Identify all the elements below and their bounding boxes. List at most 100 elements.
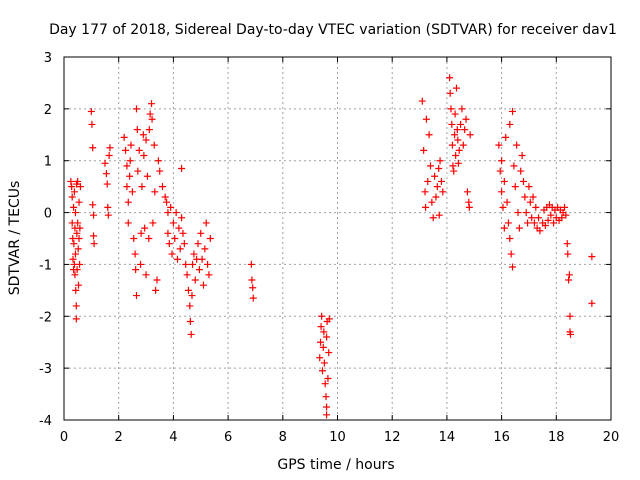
- data-point: [168, 250, 176, 258]
- x-tick-label: 0: [60, 430, 68, 445]
- data-point: [71, 209, 79, 217]
- data-point: [462, 115, 470, 123]
- data-point: [458, 105, 466, 113]
- data-point: [522, 209, 530, 217]
- data-point: [178, 164, 186, 172]
- data-point: [433, 183, 441, 191]
- data-point: [104, 211, 112, 219]
- data-point: [511, 183, 519, 191]
- chart-title: Day 177 of 2018, Sidereal Day-to-day VTE…: [49, 22, 617, 38]
- data-point: [519, 177, 527, 185]
- data-point: [503, 198, 511, 206]
- data-point: [422, 203, 430, 211]
- data-point: [120, 133, 128, 141]
- data-point: [191, 276, 199, 284]
- data-point: [72, 302, 80, 310]
- data-point: [566, 312, 574, 320]
- data-point: [124, 219, 132, 227]
- data-point: [325, 315, 333, 323]
- data-point: [124, 198, 132, 206]
- data-point: [76, 183, 84, 191]
- data-point: [73, 229, 81, 237]
- x-tick-label: 20: [603, 430, 620, 445]
- data-point: [452, 152, 460, 160]
- data-point: [70, 240, 78, 248]
- data-point: [169, 219, 177, 227]
- data-point: [72, 286, 80, 294]
- data-point: [437, 177, 445, 185]
- data-point: [499, 203, 507, 211]
- data-point: [102, 170, 110, 178]
- data-point: [123, 162, 131, 170]
- data-point: [562, 211, 570, 219]
- data-point: [429, 214, 437, 222]
- data-point: [454, 159, 462, 167]
- x-tick-label: 10: [329, 430, 346, 445]
- x-tick-label: 16: [493, 430, 510, 445]
- data-point: [446, 89, 454, 97]
- data-point: [567, 330, 575, 338]
- y-tick-label: -4: [39, 414, 52, 429]
- data-point: [101, 159, 109, 167]
- data-point: [521, 193, 529, 201]
- data-point: [69, 255, 77, 263]
- data-point: [452, 84, 460, 92]
- data-point: [164, 229, 172, 237]
- data-point: [205, 271, 213, 279]
- data-point: [137, 260, 145, 268]
- y-tick-label: 1: [44, 155, 52, 170]
- x-axis-label: GPS time / hours: [277, 457, 394, 473]
- data-point: [132, 292, 140, 300]
- data-point: [436, 157, 444, 165]
- data-point: [71, 271, 79, 279]
- data-point: [87, 107, 95, 115]
- data-point: [509, 107, 517, 115]
- data-point: [449, 162, 457, 170]
- data-point: [184, 286, 192, 294]
- data-point: [69, 235, 77, 242]
- data-point: [67, 177, 75, 185]
- data-point: [498, 188, 506, 196]
- data-point: [134, 167, 142, 175]
- data-point: [104, 203, 112, 211]
- data-point: [172, 209, 180, 217]
- y-tick-label: -2: [39, 310, 52, 325]
- data-point: [324, 375, 332, 383]
- data-point: [188, 292, 196, 300]
- data-point: [180, 240, 188, 248]
- data-point: [447, 105, 455, 113]
- x-tick-label: 2: [115, 430, 123, 445]
- data-point: [431, 172, 439, 180]
- data-point: [424, 177, 432, 185]
- data-point: [448, 120, 456, 128]
- data-point: [321, 380, 329, 388]
- data-point: [506, 120, 514, 128]
- data-point: [90, 232, 98, 240]
- data-point: [500, 177, 508, 185]
- data-point: [189, 260, 197, 268]
- data-point: [547, 211, 555, 219]
- data-point: [122, 146, 130, 154]
- data-point: [565, 276, 573, 284]
- data-point: [74, 219, 82, 227]
- data-point: [145, 235, 153, 242]
- data-point: [74, 245, 82, 253]
- data-point: [151, 188, 159, 196]
- data-point: [426, 162, 434, 170]
- data-point: [75, 198, 83, 206]
- data-point: [588, 299, 596, 307]
- x-tick-label: 6: [224, 430, 232, 445]
- data-point: [142, 136, 150, 144]
- data-point: [146, 110, 154, 118]
- data-point: [163, 198, 171, 206]
- data-point: [148, 115, 156, 123]
- y-tick-label: -1: [39, 258, 52, 273]
- data-point: [457, 120, 465, 128]
- data-point: [141, 224, 149, 232]
- data-point: [532, 203, 540, 211]
- data-point: [323, 333, 331, 341]
- data-point: [322, 393, 330, 401]
- data-point: [502, 133, 510, 141]
- data-point: [465, 203, 473, 211]
